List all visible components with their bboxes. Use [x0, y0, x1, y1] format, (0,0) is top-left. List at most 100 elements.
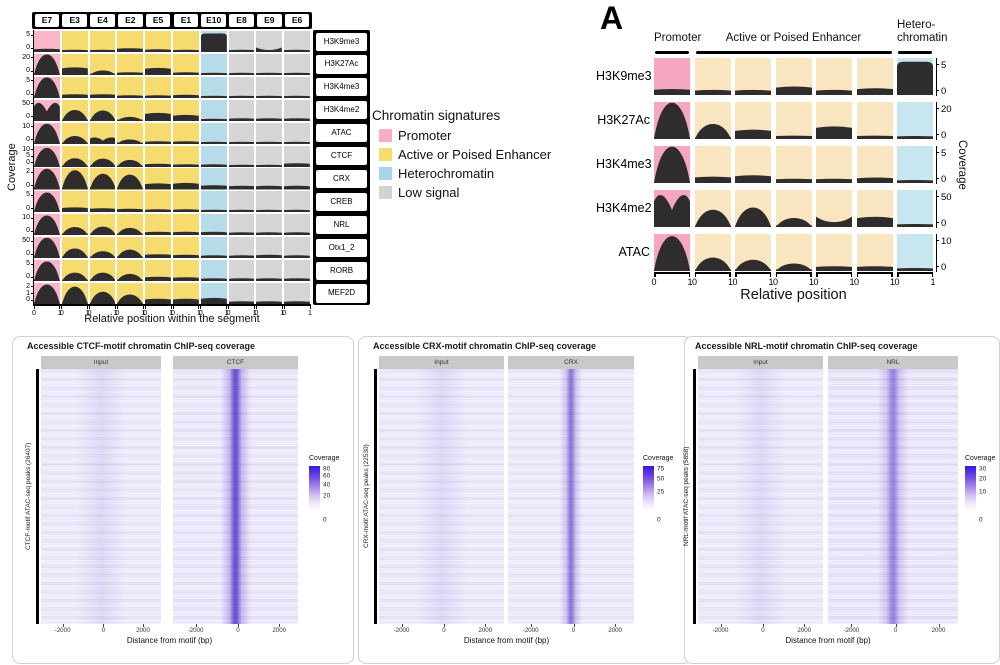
cell-H3K27Ac-E7 — [34, 53, 60, 76]
coverage-curve — [228, 278, 255, 282]
y-tick-mark — [935, 64, 939, 66]
coverage-curve — [34, 284, 60, 305]
x-tick-label: -2000 — [393, 627, 410, 634]
x-tick-mark — [226, 306, 228, 310]
cell-CREB-E2 — [117, 191, 144, 213]
cell-NRL-E10 — [200, 214, 227, 236]
y-tick-mark — [30, 240, 34, 242]
cell-ATAC-col6 — [856, 234, 893, 271]
cell-CRX-E1 — [173, 168, 199, 190]
coverage-curve — [284, 301, 310, 305]
cell-H3K27Ac-col5 — [816, 102, 852, 139]
y-tick-label: 0 — [941, 130, 947, 141]
y-tick-label: 5 — [26, 191, 30, 199]
column-strip-E6: E6 — [284, 14, 310, 27]
coverage-curve — [117, 139, 144, 144]
y-tick-label: 0 — [26, 250, 30, 258]
column-strip-E3: E3 — [62, 14, 88, 27]
y-tick-label: 20 — [941, 104, 952, 115]
coverage-curve — [89, 272, 116, 282]
x-axis-ticks: -2000 0 2000 — [41, 624, 161, 635]
coverage-curve — [775, 86, 812, 95]
coverage-curve — [145, 231, 171, 236]
coverage-curve — [117, 294, 144, 305]
cell-ATAC-E10 — [200, 122, 227, 144]
x-tick-label: 0 — [59, 309, 64, 317]
x-tick-label: 0 — [198, 309, 203, 317]
x-axis-line — [816, 272, 852, 274]
cell-ATAC-E6 — [284, 122, 310, 144]
promoter-swatch — [379, 129, 392, 142]
x-tick-label: 0 — [254, 309, 259, 317]
coverage-curve — [117, 72, 144, 76]
x-tick-mark — [279, 624, 281, 627]
cell-H3K9me3-E3 — [61, 31, 88, 53]
x-tick-mark — [530, 624, 532, 627]
coverage-curve — [816, 178, 852, 183]
colorbar-tick-label: 0 — [323, 516, 327, 524]
coverage-curve — [173, 49, 199, 53]
x-tick-mark — [654, 272, 656, 277]
cell-ATAC-E4 — [89, 122, 116, 144]
y-tick-mark — [30, 93, 34, 95]
cell-MEF2D-E10 — [200, 282, 227, 305]
coverage-curve — [89, 70, 116, 76]
colorbar-tick-label: 40 — [323, 481, 331, 489]
cell-CRX-E10 — [200, 168, 227, 190]
group-header: Hetero-chromatin — [897, 19, 948, 45]
legend-item-heterochromatin: Heterochromatin — [379, 164, 590, 183]
x-tick-label: 0 — [115, 309, 120, 317]
coverage-curve — [284, 210, 310, 213]
cell-H3K4me3-E5 — [145, 76, 171, 98]
coverage-curve — [117, 228, 144, 236]
x-axis-line — [32, 304, 311, 306]
coverage-curve — [694, 124, 731, 139]
x-tick-mark — [103, 624, 105, 627]
cell-CRX-E6 — [284, 168, 310, 190]
cell-CRX-E3 — [61, 168, 88, 190]
coverage-curve — [228, 301, 255, 305]
colorbar-ticks: 30 20 10 0 — [979, 466, 1000, 524]
x-tick-label: 1 — [280, 309, 285, 317]
y-tick-mark — [30, 171, 34, 173]
coverage-curve — [200, 210, 227, 213]
x-tick-label: 0 — [571, 627, 576, 634]
legend-item-enhancer: Active or Poised Enhancer — [379, 145, 590, 164]
row-strip-CRX: CRX — [316, 169, 367, 189]
x-tick-mark — [891, 272, 893, 277]
coverage-curve — [173, 254, 199, 259]
column-strip-E10: E10 — [201, 14, 227, 27]
y-tick-mark — [30, 47, 34, 49]
coverage-curve — [34, 238, 60, 259]
facet-strip-input: Input — [698, 356, 823, 369]
cell-CTCF-E7 — [34, 145, 60, 167]
x-tick-mark — [931, 272, 933, 277]
coverage-curve — [228, 49, 255, 53]
cell-RORB-E4 — [89, 260, 116, 282]
y-tick-mark — [30, 149, 34, 150]
coverage-curve — [284, 95, 310, 98]
cell-H3K4me3-E9 — [256, 76, 283, 98]
coverage-curve — [89, 174, 116, 190]
x-tick-mark — [763, 624, 764, 627]
coverage-curve — [284, 278, 310, 282]
row-strip-NRL: NRL — [316, 215, 367, 234]
coverage-curve — [34, 193, 60, 213]
cell-H3K9me3-col4 — [775, 58, 812, 95]
y-tick-mark — [30, 80, 34, 82]
coverage-curve — [816, 126, 852, 139]
x-tick-label: 0 — [32, 309, 36, 317]
cell-CRX-E9 — [256, 168, 283, 190]
panel-tag: A — [600, 0, 624, 36]
group-header-line: Active or Poised Enhancer — [725, 32, 862, 44]
x-tick-label: 1 — [85, 309, 90, 317]
legend-label: Promoter — [398, 128, 452, 143]
y-tick-mark — [30, 217, 34, 219]
cell-H3K9me3-E8 — [228, 31, 255, 53]
x-tick-label: 0 — [772, 277, 778, 287]
coverage-curve — [200, 185, 227, 190]
cell-ATAC-E1 — [173, 122, 199, 144]
cell-H3K9me3-col3 — [735, 58, 771, 95]
y-tick-mark — [935, 196, 939, 198]
cell-Otx1_2-E5 — [145, 237, 171, 259]
